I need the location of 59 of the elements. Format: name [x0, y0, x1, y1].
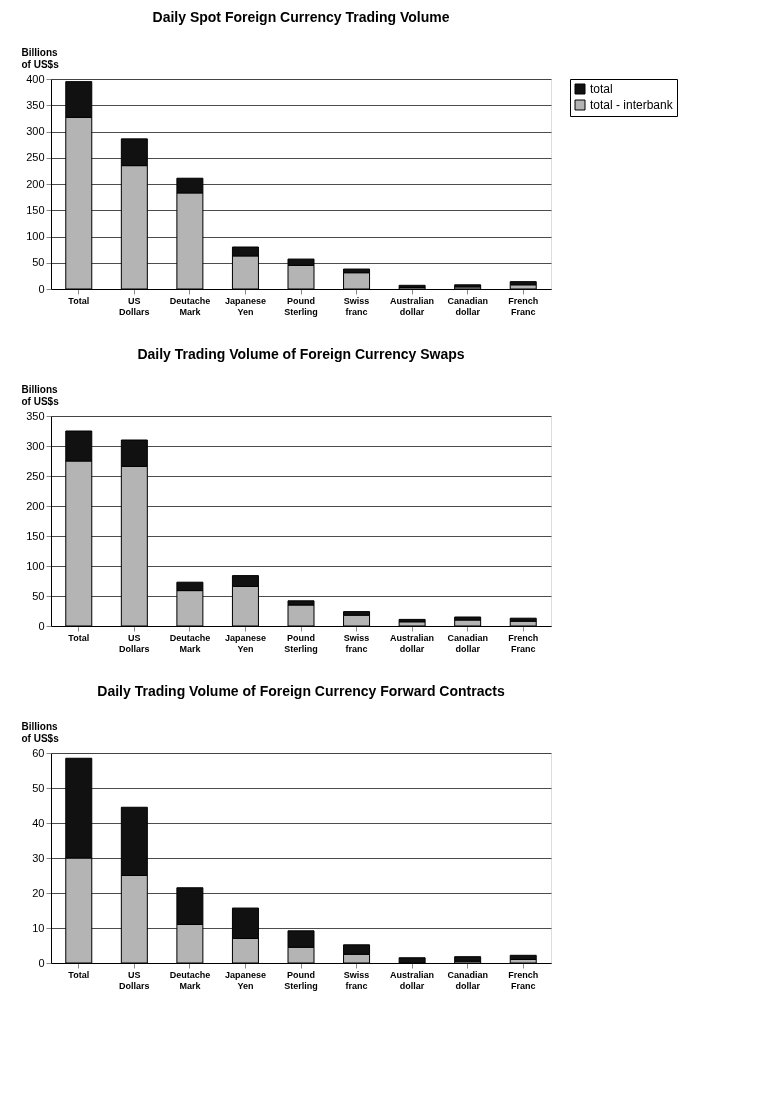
y-tick-label: 20	[32, 886, 45, 899]
y-tick-label: 300	[26, 125, 45, 137]
x-tick-label: Australian dollar	[390, 632, 435, 654]
x-tick-label: Pound Sterling	[284, 969, 318, 991]
y-axis-title: Billions of US$s	[21, 46, 60, 70]
x-tick-label: Australian dollar	[390, 969, 435, 991]
y-tick-label: 0	[38, 619, 45, 632]
x-tick-label: Deutache Mark	[169, 295, 211, 317]
y-tick-label: 100	[26, 230, 45, 242]
chart-title: Daily Trading Volume of Foreign Currency Swaps	[137, 346, 465, 362]
x-tick-label: Australian dollar	[390, 295, 435, 317]
y-tick-label: 300	[26, 439, 45, 452]
x-tick-label: Pound Sterling	[284, 632, 318, 654]
x-tick-label: Canadian dollar	[447, 632, 488, 654]
x-tick-label: French Franc	[508, 969, 539, 991]
y-tick-label: 250	[26, 469, 45, 482]
x-tick-label: Canadian dollar	[447, 969, 488, 991]
x-tick-label: Total	[68, 295, 90, 306]
x-tick-label: Pound Sterling	[284, 295, 318, 317]
chart-title: Daily Trading Volume of Foreign Currency Forward Contracts	[97, 683, 505, 699]
y-tick-label: 50	[32, 781, 45, 794]
y-tick-label: 0	[38, 282, 45, 295]
y-tick-label: 10	[32, 921, 45, 934]
x-tick-label: Swiss franc	[343, 295, 370, 317]
y-tick-label: 40	[32, 816, 45, 829]
x-tick-label: French Franc	[508, 632, 539, 654]
x-tick-label: Japanese Yen	[224, 295, 266, 317]
legend-label: total	[590, 82, 613, 96]
y-tick-label: 50	[32, 256, 45, 269]
y-tick-label: 200	[26, 499, 45, 512]
x-tick-label: Total	[68, 969, 90, 980]
x-tick-label: Japanese Yen	[224, 969, 266, 991]
x-tick-label: US Dollars	[119, 295, 150, 317]
x-tick-label: Deutache Mark	[169, 632, 211, 654]
x-tick-label: US Dollars	[119, 632, 150, 654]
y-tick-label: 0	[38, 956, 45, 969]
y-tick-label: 60	[32, 746, 45, 759]
y-tick-label: 150	[26, 203, 45, 216]
y-tick-label: 250	[26, 151, 45, 164]
x-tick-label: Deutache Mark	[169, 969, 211, 991]
y-tick-label: 200	[26, 177, 45, 190]
y-tick-label: 150	[26, 529, 45, 542]
x-tick-label: US Dollars	[119, 969, 150, 991]
y-tick-label: 350	[26, 409, 45, 422]
y-axis-title: Billions of US$s	[21, 383, 60, 407]
y-axis-title: Billions of US$s	[21, 720, 60, 744]
y-tick-label: 50	[32, 589, 45, 602]
x-tick-label: Canadian dollar	[447, 295, 488, 317]
x-tick-label: Swiss franc	[343, 969, 370, 991]
y-tick-label: 350	[26, 98, 45, 111]
legend-label: total - interbank	[590, 98, 674, 112]
x-tick-label: Swiss franc	[343, 632, 370, 654]
x-tick-label: Total	[68, 632, 90, 643]
y-tick-label: 100	[26, 559, 45, 572]
x-tick-label: Japanese Yen	[224, 632, 266, 654]
chart-title: Daily Spot Foreign Currency Trading Volume	[152, 9, 450, 25]
y-tick-label: 30	[32, 851, 45, 864]
x-tick-label: French Franc	[508, 295, 539, 317]
y-tick-label: 400	[26, 72, 45, 85]
